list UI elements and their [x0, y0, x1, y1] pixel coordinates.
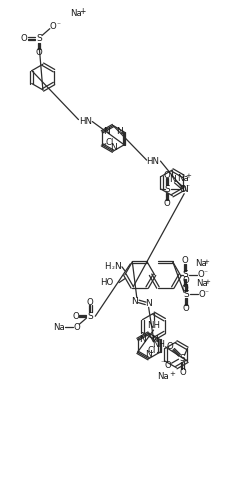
Text: ⁻: ⁻ — [186, 183, 190, 192]
Text: S: S — [182, 270, 188, 279]
Text: N: N — [181, 185, 188, 194]
Text: O: O — [73, 322, 80, 331]
Text: O: O — [180, 185, 186, 194]
Text: N: N — [115, 263, 121, 271]
Text: Cl: Cl — [148, 346, 156, 355]
Text: O: O — [183, 304, 189, 313]
Text: N: N — [131, 297, 138, 306]
Text: S: S — [183, 290, 189, 299]
Text: Na: Na — [196, 279, 208, 288]
Text: HN: HN — [146, 156, 159, 165]
Text: O: O — [21, 34, 27, 43]
Text: N: N — [110, 143, 116, 152]
Text: S: S — [180, 354, 185, 363]
Text: N: N — [169, 176, 176, 185]
Text: ⁻: ⁻ — [161, 359, 165, 368]
Text: Na: Na — [177, 174, 189, 183]
Text: Cl: Cl — [106, 138, 114, 147]
Text: O: O — [182, 284, 188, 293]
Text: O: O — [164, 199, 171, 208]
Text: HN: HN — [79, 117, 92, 126]
Text: +: + — [185, 174, 191, 180]
Text: +: + — [204, 279, 210, 285]
Text: O: O — [87, 298, 94, 307]
Text: O: O — [49, 22, 56, 31]
Text: N: N — [145, 299, 152, 308]
Text: NH: NH — [152, 341, 165, 350]
Text: O: O — [179, 368, 186, 377]
Text: ₂: ₂ — [112, 264, 114, 270]
Text: S: S — [36, 34, 42, 43]
Text: S: S — [164, 185, 170, 194]
Text: N: N — [116, 127, 123, 136]
Text: ⁻: ⁻ — [204, 268, 208, 277]
Text: Na: Na — [157, 372, 168, 380]
Text: N: N — [145, 350, 152, 359]
Text: NH: NH — [147, 320, 160, 329]
Text: O: O — [182, 257, 188, 266]
Text: Na: Na — [53, 322, 65, 331]
Text: Na: Na — [195, 260, 207, 269]
Text: +: + — [79, 8, 86, 17]
Text: HO: HO — [101, 278, 114, 287]
Text: O: O — [183, 276, 189, 285]
Text: N: N — [151, 335, 158, 344]
Text: O: O — [72, 312, 79, 321]
Text: O: O — [199, 290, 205, 299]
Text: ⁻: ⁻ — [205, 288, 209, 297]
Text: O: O — [164, 171, 171, 180]
Text: +: + — [203, 259, 209, 265]
Text: O: O — [35, 48, 42, 57]
Text: Na: Na — [70, 10, 82, 18]
Text: N: N — [103, 127, 110, 136]
Text: O: O — [166, 342, 173, 351]
Text: ⁻: ⁻ — [57, 20, 61, 29]
Text: O: O — [198, 270, 204, 279]
Text: O: O — [164, 361, 171, 370]
Text: N: N — [139, 335, 146, 344]
Text: H: H — [104, 263, 110, 271]
Text: +: + — [170, 371, 176, 377]
Text: S: S — [87, 312, 93, 321]
